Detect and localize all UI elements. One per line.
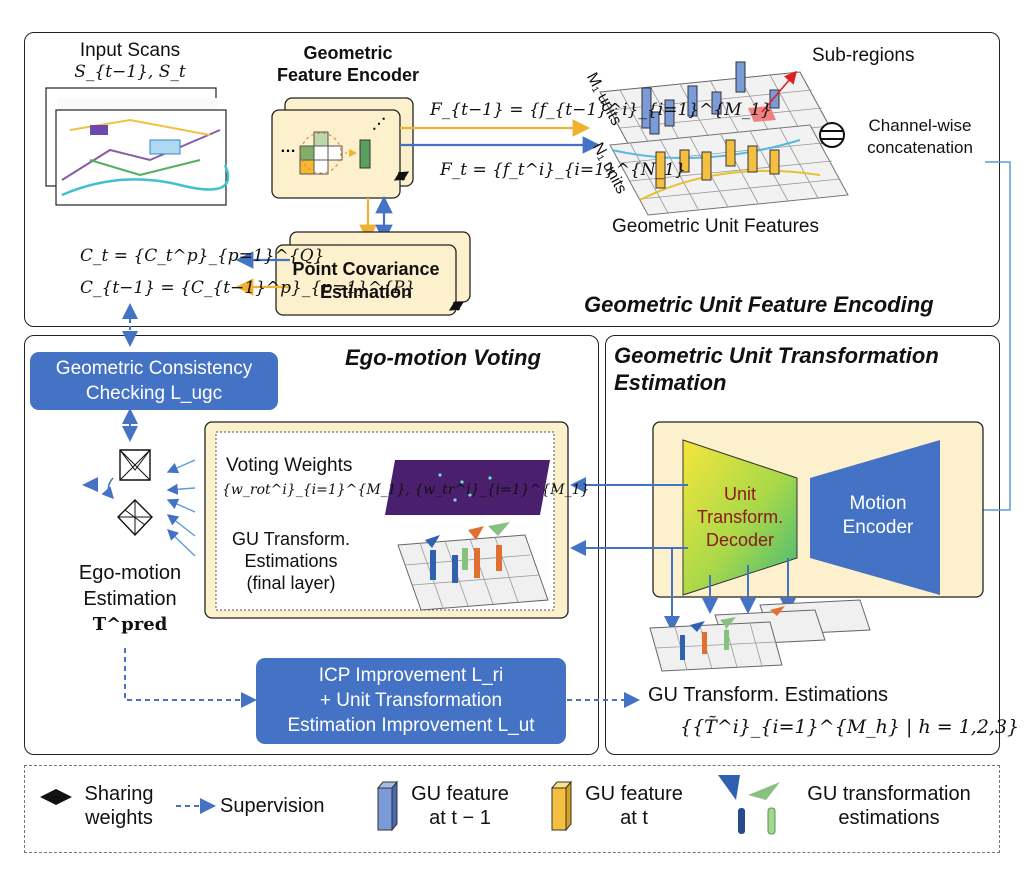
- svg-text:…: …: [280, 139, 296, 156]
- transform-panel: [605, 335, 1000, 755]
- legend-gu-t-line2: at t: [620, 807, 648, 829]
- gu-est-label: GU Transform. Estimations: [648, 684, 889, 706]
- decoder-line1: Unit: [723, 484, 756, 504]
- input-scans-math: S_{t−1}, S_t: [74, 62, 186, 82]
- decoder-line3: Decoder: [705, 530, 775, 550]
- unit-feature-grids: [599, 61, 849, 216]
- motion-encoder-shape: [810, 440, 940, 595]
- legend-gu-t-line1: GU feature: [585, 783, 683, 805]
- ego-motion-icons: [82, 449, 153, 537]
- gu-est-final-label: GU Transform. Estimations (final layer): [216, 528, 366, 594]
- encoder-label: Geometric Feature Encoder: [268, 42, 428, 86]
- ego-line2: Estimation: [83, 588, 177, 610]
- covariance-box: [275, 244, 457, 316]
- voting-panel: [24, 335, 599, 755]
- encoding-title: Geometric Unit Feature Encoding: [584, 292, 934, 317]
- icp-line3: Estimation Improvement L_ut: [287, 715, 535, 736]
- consistency-box: Geometric Consistency Checking L_ugc: [30, 352, 278, 410]
- encoder-line2: Encoder: [842, 517, 914, 538]
- ft-math: F_t = {f_t^i}_{i=1}^{N_1}: [440, 160, 686, 180]
- gu-est-math: {{T̃^i}_{i=1}^{M_h} | h = 1,2,3}: [680, 716, 1020, 738]
- legend-gu-trans-line2: estimations: [838, 807, 940, 829]
- icp-box: ICP Improvement L_ri + Unit Transformati…: [256, 658, 566, 744]
- legend-panel: [24, 765, 1000, 853]
- motion-encoder-label: Motion Encoder: [818, 492, 938, 540]
- voting-weights-heatmap: [385, 460, 550, 515]
- decoder-line2: Transform.: [696, 507, 784, 527]
- gu-est-line2: Estimations: [244, 551, 338, 571]
- decoder-label: Unit Transform. Decoder: [683, 483, 797, 552]
- gu-est-line3: (final layer): [246, 573, 336, 593]
- gu-est-line1: GU Transform.: [231, 529, 351, 549]
- legend-gu-t: GU feature at t: [574, 782, 694, 830]
- legend-sharing: Sharing weights: [74, 782, 164, 830]
- covariance-label: Point Covariance Estimation: [276, 258, 456, 304]
- gu-estimation-grid: [397, 522, 549, 611]
- subregions-label: Sub-regions: [812, 45, 915, 66]
- legend-supervision: Supervision: [220, 795, 325, 817]
- ego-math: T^pred: [92, 614, 168, 635]
- encoder-cubes: … ⋰: [280, 115, 386, 175]
- legend-gu-t1-line2: at t − 1: [429, 807, 491, 829]
- ct1-math: C_{t−1} = {C_{t−1}^p}_{p=1}^{P}: [80, 278, 416, 298]
- concat-symbol-icon: [819, 122, 845, 148]
- svg-text:⋰: ⋰: [372, 115, 386, 131]
- encoder-line1: Motion: [849, 493, 907, 514]
- gu-estimation-stack: [649, 599, 871, 672]
- covariance-line2: Estimation: [319, 282, 412, 302]
- voting-weights-math: {w_rot^i}_{i=1}^{M_1}, {w_tr^i}_{i=1}^{M…: [222, 482, 590, 498]
- ego-motion-label: Ego-motion Estimation T^pred: [40, 560, 220, 638]
- channelwise-line1: Channel-wise: [868, 116, 972, 135]
- encoder-label-line2: Feature Encoder: [276, 65, 420, 85]
- legend-sharing-line2: weights: [85, 807, 153, 829]
- voting-title: Ego-motion Voting: [345, 345, 541, 370]
- ct-math: C_t = {C_t^p}_{p=1}^{Q}: [80, 246, 325, 266]
- consistency-line2: Checking L_ugc: [85, 383, 223, 404]
- legend-gu-t1-line1: GU feature: [411, 783, 509, 805]
- channelwise-line2: concatenation: [867, 138, 973, 157]
- encoding-panel: [24, 32, 1000, 327]
- legend-sharing-line1: Sharing: [84, 783, 154, 805]
- covariance-line1: Point Covariance: [292, 259, 440, 279]
- decoder-shape: [682, 439, 798, 596]
- legend-gu-trans: GU transformation estimations: [784, 782, 994, 830]
- voting-weights-label: Voting Weights: [226, 455, 353, 476]
- input-scans-label: Input Scans: [79, 40, 181, 61]
- legend-gu-t1: GU feature at t − 1: [400, 782, 520, 830]
- channelwise-label: Channel-wise concatenation: [850, 115, 990, 159]
- consistency-line1: Geometric Consistency: [55, 358, 253, 379]
- unit-features-label: Geometric Unit Features: [612, 216, 819, 237]
- ft1-math: F_{t−1} = {f_{t−1}^i}_{i=1}^{M_1}: [430, 100, 772, 120]
- transform-title: Geometric Unit Transformation Estimation: [614, 342, 939, 396]
- icp-line1: ICP Improvement L_ri: [318, 665, 504, 686]
- legend-graphics: [40, 775, 780, 835]
- input-scans-image: [45, 87, 230, 206]
- transform-title-line2: Estimation: [614, 370, 727, 395]
- legend-gu-trans-line1: GU transformation: [807, 783, 971, 805]
- transform-title-line1: Geometric Unit Transformation: [614, 343, 939, 368]
- ego-line1: Ego-motion: [78, 562, 182, 584]
- encoder-label-line1: Geometric: [303, 43, 393, 63]
- icp-line2: + Unit Transformation: [319, 690, 503, 711]
